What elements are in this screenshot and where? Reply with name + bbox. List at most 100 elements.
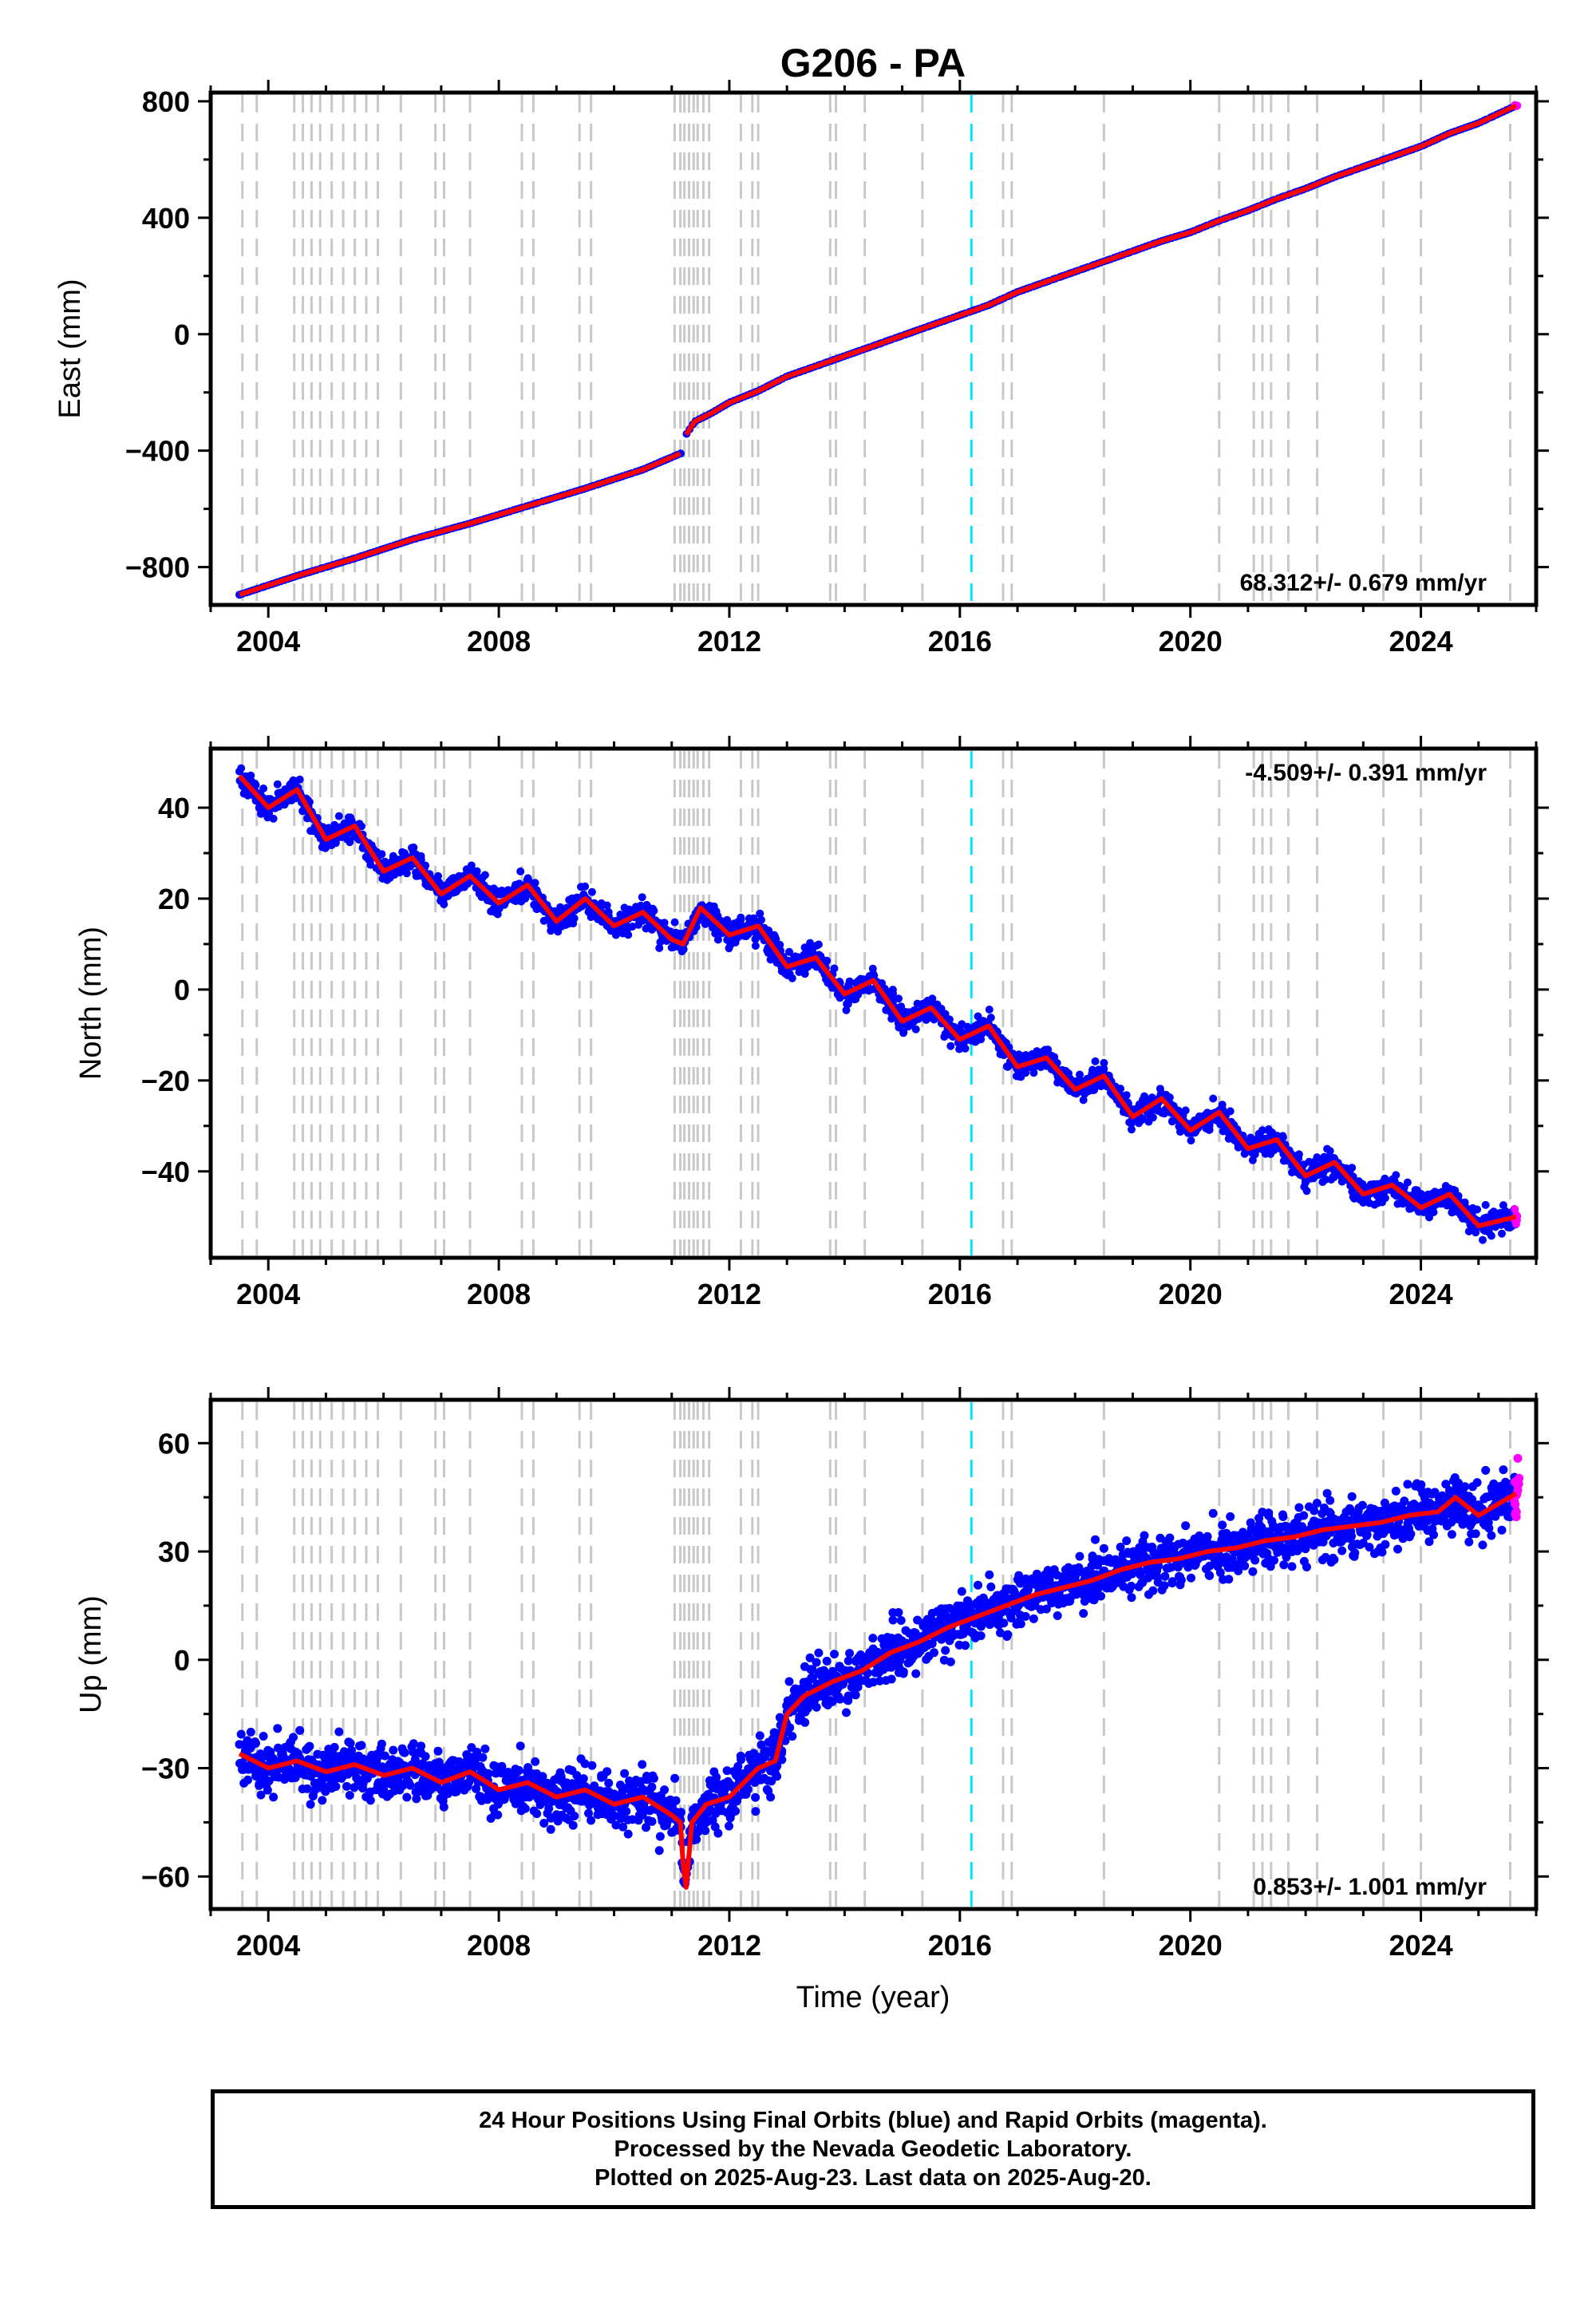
data-point <box>941 1646 950 1655</box>
data-point <box>246 1727 255 1737</box>
data-point <box>611 1820 621 1830</box>
x-tick-label: 2012 <box>697 625 761 658</box>
data-point <box>788 974 796 982</box>
data-point <box>581 882 590 891</box>
data-point <box>679 945 688 954</box>
data-point <box>1429 1208 1438 1216</box>
data-point <box>814 1648 824 1658</box>
data-point <box>439 1802 448 1812</box>
data-point <box>814 940 823 949</box>
data-point <box>604 1778 614 1788</box>
data-point <box>273 1724 282 1733</box>
data-point <box>647 1816 657 1826</box>
data-point <box>380 1751 389 1761</box>
data-point <box>1100 1058 1108 1067</box>
data-point <box>713 1828 723 1838</box>
data-point <box>618 1822 628 1832</box>
data-point <box>1099 1543 1108 1553</box>
data-point <box>751 1807 760 1816</box>
data-point <box>472 867 481 875</box>
data-point <box>1138 1115 1147 1124</box>
data-point <box>377 850 386 859</box>
data-point <box>1187 1136 1195 1145</box>
data-point <box>1209 1094 1218 1103</box>
data-point <box>830 1650 839 1659</box>
data-point <box>1187 1573 1195 1583</box>
y-tick-label: 0 <box>174 318 190 351</box>
data-point <box>1302 1187 1311 1196</box>
data-point <box>889 989 897 998</box>
data-point <box>350 1783 359 1792</box>
data-point <box>911 1669 921 1678</box>
data-point <box>897 1002 906 1011</box>
data-point <box>868 1634 878 1643</box>
data-point <box>421 1752 430 1761</box>
data-point <box>1079 1096 1088 1105</box>
data-point <box>1167 1563 1176 1572</box>
data-point <box>484 1769 493 1778</box>
data-point <box>743 1784 753 1794</box>
east-panel: 2004 2008 2012 2016 2020 20248004000−400−800E… <box>53 80 1549 658</box>
data-point <box>670 918 679 927</box>
data-point <box>812 1702 821 1712</box>
data-point <box>1487 1231 1495 1240</box>
data-point <box>1403 1178 1412 1187</box>
data-point <box>868 1678 878 1687</box>
data-point <box>1160 1571 1170 1581</box>
data-point <box>417 1741 426 1751</box>
data-point <box>624 931 633 939</box>
data-point <box>402 1792 412 1802</box>
data-point <box>389 1745 398 1755</box>
data-point <box>638 1810 647 1820</box>
data-point <box>515 1765 523 1775</box>
data-point <box>1294 1150 1303 1159</box>
data-point <box>236 1729 246 1739</box>
data-point <box>1091 1057 1100 1065</box>
data-point <box>306 1800 315 1809</box>
data-point <box>1128 1125 1136 1134</box>
x-tick-label: 2012 <box>697 1278 761 1310</box>
y-tick-label: −400 <box>125 435 190 468</box>
data-point <box>671 1796 681 1805</box>
data-point <box>1116 1543 1125 1551</box>
data-point <box>580 1759 590 1769</box>
data-point <box>1381 1194 1389 1203</box>
data-point <box>1511 1205 1519 1214</box>
data-point <box>843 1696 853 1705</box>
x-tick-label: 2016 <box>928 1278 992 1310</box>
data-point <box>731 1806 741 1816</box>
data-point <box>434 1757 444 1767</box>
data-point <box>393 1773 403 1782</box>
data-point <box>808 1673 817 1682</box>
data-point <box>974 1012 982 1021</box>
data-point <box>539 1819 549 1828</box>
x-axis: 2004 2008 2012 2016 2020 2024 <box>209 80 1538 658</box>
y-tick-label: 0 <box>174 974 190 1006</box>
data-point <box>1136 1570 1145 1579</box>
data-point <box>480 1744 490 1753</box>
data-point <box>1473 1205 1482 1214</box>
data-point <box>472 1747 482 1757</box>
data-point <box>1075 1551 1084 1561</box>
data-point <box>1003 1630 1013 1639</box>
data-point <box>269 1792 279 1802</box>
data-point <box>842 1708 851 1717</box>
data-point <box>751 1792 760 1802</box>
plot-frame <box>208 746 1539 1260</box>
data-point <box>985 1006 994 1014</box>
data-point <box>1181 1521 1191 1531</box>
data-point <box>273 780 282 788</box>
data-point <box>996 1628 1005 1638</box>
data-point <box>587 1816 596 1825</box>
data-point <box>842 1006 851 1014</box>
data-point <box>911 1025 920 1034</box>
data-point <box>402 869 411 878</box>
data-point <box>788 1732 797 1741</box>
data-point <box>295 1725 305 1735</box>
y-tick-label: −40 <box>141 1156 190 1188</box>
data-point <box>345 1791 354 1800</box>
final-orbit-points <box>235 764 1520 1244</box>
data-point <box>800 943 809 952</box>
